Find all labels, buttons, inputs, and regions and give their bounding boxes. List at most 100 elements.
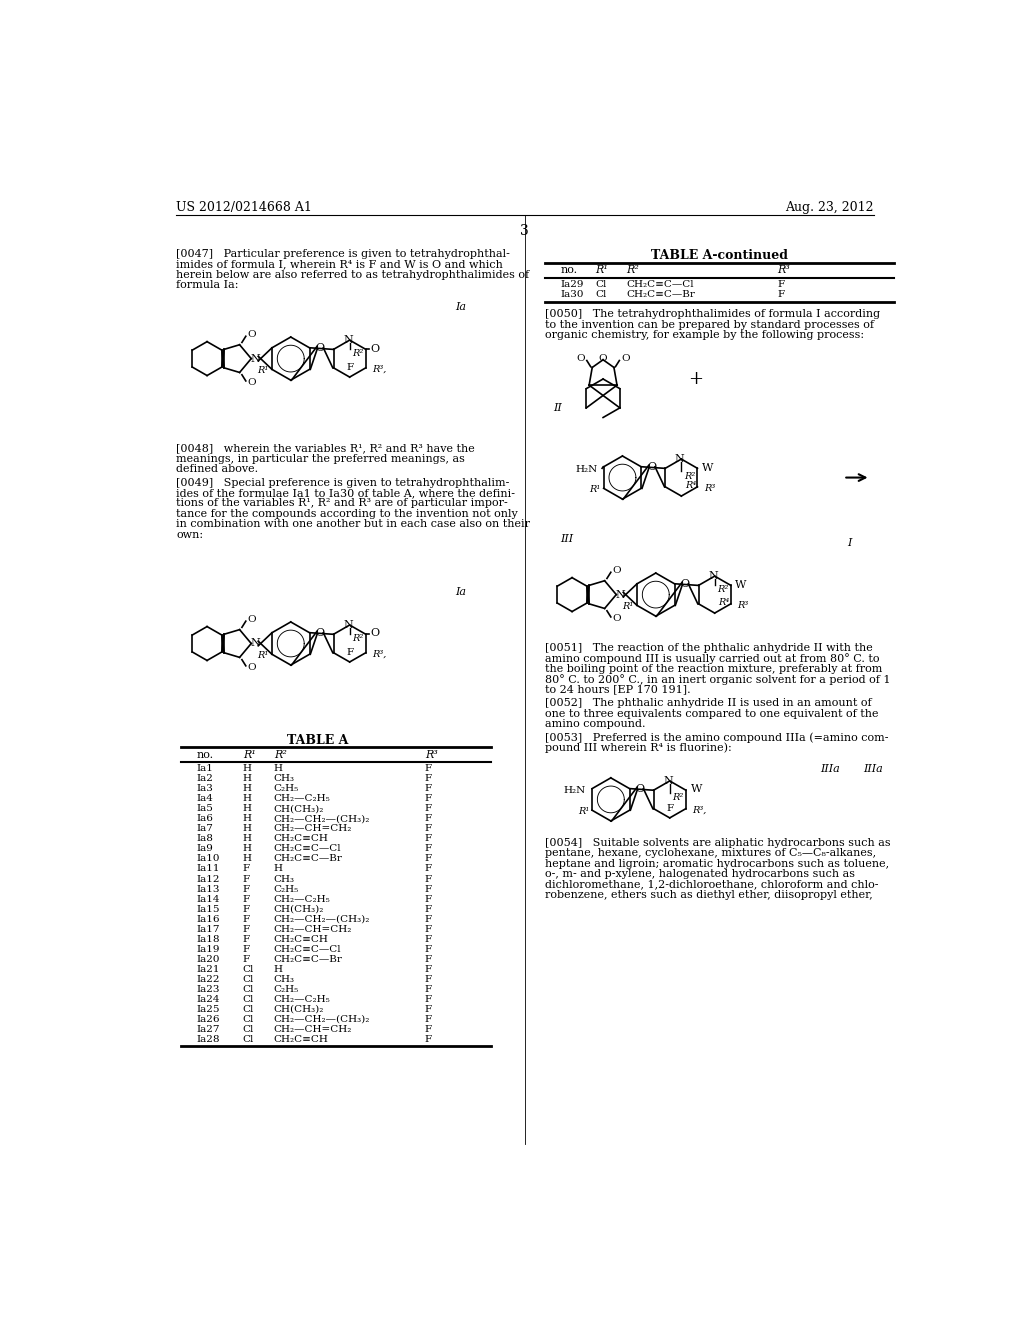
Text: CH(CH₃)₂: CH(CH₃)₂: [273, 904, 324, 913]
Text: CH₂C≡C—Br: CH₂C≡C—Br: [273, 954, 343, 964]
Text: Cl: Cl: [243, 1035, 254, 1044]
Text: TABLE A: TABLE A: [287, 734, 348, 747]
Text: O: O: [248, 615, 256, 624]
Text: O: O: [577, 355, 586, 363]
Text: R³,: R³,: [692, 805, 707, 814]
Text: Ia18: Ia18: [197, 935, 220, 944]
Text: R¹: R¹: [595, 265, 608, 276]
Text: F: F: [425, 854, 432, 863]
Text: F: F: [777, 280, 784, 289]
Text: R³: R³: [737, 601, 749, 610]
Text: amino compound III is usually carried out at from 80° C. to: amino compound III is usually carried ou…: [545, 653, 880, 664]
Text: Ia11: Ia11: [197, 865, 220, 874]
Text: Ia24: Ia24: [197, 995, 220, 1003]
Text: ides of the formulae Ia1 to Ia30 of table A, where the defini-: ides of the formulae Ia1 to Ia30 of tabl…: [176, 488, 515, 498]
Text: one to three equivalents compared to one equivalent of the: one to three equivalents compared to one…: [545, 709, 879, 718]
Text: F: F: [425, 915, 432, 924]
Text: Cl: Cl: [243, 985, 254, 994]
Text: Ia29: Ia29: [560, 280, 584, 289]
Text: F: F: [425, 804, 432, 813]
Text: tance for the compounds according to the invention not only: tance for the compounds according to the…: [176, 508, 518, 519]
Text: IIIa: IIIa: [820, 764, 840, 774]
Text: O: O: [248, 330, 256, 339]
Text: O: O: [371, 343, 380, 354]
Text: Ia10: Ia10: [197, 854, 220, 863]
Text: robenzene, ethers such as diethyl ether, diisopropyl ether,: robenzene, ethers such as diethyl ether,…: [545, 890, 872, 900]
Text: R²: R²: [672, 793, 683, 803]
Text: III: III: [560, 535, 573, 544]
Text: F: F: [243, 875, 250, 883]
Text: F: F: [425, 1015, 432, 1023]
Text: no.: no.: [197, 750, 213, 760]
Text: H: H: [273, 764, 283, 774]
Text: Ia30: Ia30: [560, 290, 584, 300]
Text: to 24 hours [EP 170 191].: to 24 hours [EP 170 191].: [545, 685, 690, 694]
Text: H₂N: H₂N: [575, 465, 597, 474]
Text: R¹: R¹: [243, 750, 256, 760]
Text: O: O: [315, 343, 325, 352]
Text: F: F: [425, 845, 432, 854]
Text: Ia1: Ia1: [197, 764, 213, 774]
Text: F: F: [346, 648, 353, 657]
Text: O: O: [248, 663, 256, 672]
Text: Cl: Cl: [595, 290, 606, 300]
Text: CH₂—C₂H₅: CH₂—C₂H₅: [273, 895, 331, 903]
Text: W: W: [690, 784, 701, 795]
Text: W: W: [735, 579, 746, 590]
Text: CH₂C≡CH: CH₂C≡CH: [273, 935, 329, 944]
Text: F: F: [425, 884, 432, 894]
Text: [0054]   Suitable solvents are aliphatic hydrocarbons such as: [0054] Suitable solvents are aliphatic h…: [545, 838, 891, 847]
Text: CH₂—CH=CH₂: CH₂—CH=CH₂: [273, 825, 352, 833]
Text: F: F: [425, 825, 432, 833]
Text: CH₂—C₂H₅: CH₂—C₂H₅: [273, 995, 331, 1003]
Text: CH₂—CH=CH₂: CH₂—CH=CH₂: [273, 924, 352, 933]
Text: N: N: [709, 572, 718, 581]
Text: F: F: [425, 834, 432, 843]
Text: CH₂—CH=CH₂: CH₂—CH=CH₂: [273, 1024, 352, 1034]
Text: F: F: [243, 915, 250, 924]
Text: CH₃: CH₃: [273, 875, 295, 883]
Text: F: F: [667, 804, 674, 813]
Text: Cl: Cl: [243, 1015, 254, 1023]
Text: R³: R³: [425, 750, 437, 760]
Text: N: N: [250, 354, 260, 363]
Text: R²: R²: [717, 586, 728, 594]
Text: [0047]   Particular preference is given to tetrahydrophthal-: [0047] Particular preference is given to…: [176, 249, 510, 259]
Text: F: F: [425, 935, 432, 944]
Text: H: H: [243, 825, 252, 833]
Text: CH₃: CH₃: [273, 974, 295, 983]
Text: F: F: [425, 995, 432, 1003]
Text: Ia9: Ia9: [197, 845, 213, 854]
Text: CH₂C≡C—Cl: CH₂C≡C—Cl: [627, 280, 694, 289]
Text: Ia27: Ia27: [197, 1024, 220, 1034]
Text: Ia26: Ia26: [197, 1015, 220, 1023]
Text: Cl: Cl: [243, 1024, 254, 1034]
Text: Ia3: Ia3: [197, 784, 213, 793]
Text: I: I: [847, 539, 852, 548]
Text: C₂H₅: C₂H₅: [273, 784, 299, 793]
Text: F: F: [243, 935, 250, 944]
Text: R¹: R¹: [258, 651, 269, 660]
Text: F: F: [425, 904, 432, 913]
Text: F: F: [346, 363, 353, 372]
Text: O: O: [647, 462, 656, 471]
Text: F: F: [425, 965, 432, 974]
Text: H: H: [243, 845, 252, 854]
Text: [0050]   The tetrahydrophthalimides of formula I according: [0050] The tetrahydrophthalimides of for…: [545, 309, 880, 319]
Text: CH₂C≡CH: CH₂C≡CH: [273, 834, 329, 843]
Text: R³,: R³,: [372, 364, 386, 374]
Text: pentane, hexane, cyclohexane, mixtures of C₅—C₈-alkanes,: pentane, hexane, cyclohexane, mixtures o…: [545, 849, 877, 858]
Text: Ia20: Ia20: [197, 954, 220, 964]
Text: H: H: [243, 795, 252, 804]
Text: R¹: R¹: [578, 808, 589, 816]
Text: R²: R²: [684, 471, 695, 480]
Text: F: F: [425, 974, 432, 983]
Text: F: F: [425, 865, 432, 874]
Text: CH₂C≡C—Cl: CH₂C≡C—Cl: [273, 845, 341, 854]
Text: Ia: Ia: [455, 587, 466, 597]
Text: CH₂C≡C—Cl: CH₂C≡C—Cl: [273, 945, 341, 953]
Text: [0051]   The reaction of the phthalic anhydride II with the: [0051] The reaction of the phthalic anhy…: [545, 643, 872, 653]
Text: Cl: Cl: [243, 965, 254, 974]
Text: O: O: [315, 628, 325, 638]
Text: R²: R²: [352, 635, 364, 643]
